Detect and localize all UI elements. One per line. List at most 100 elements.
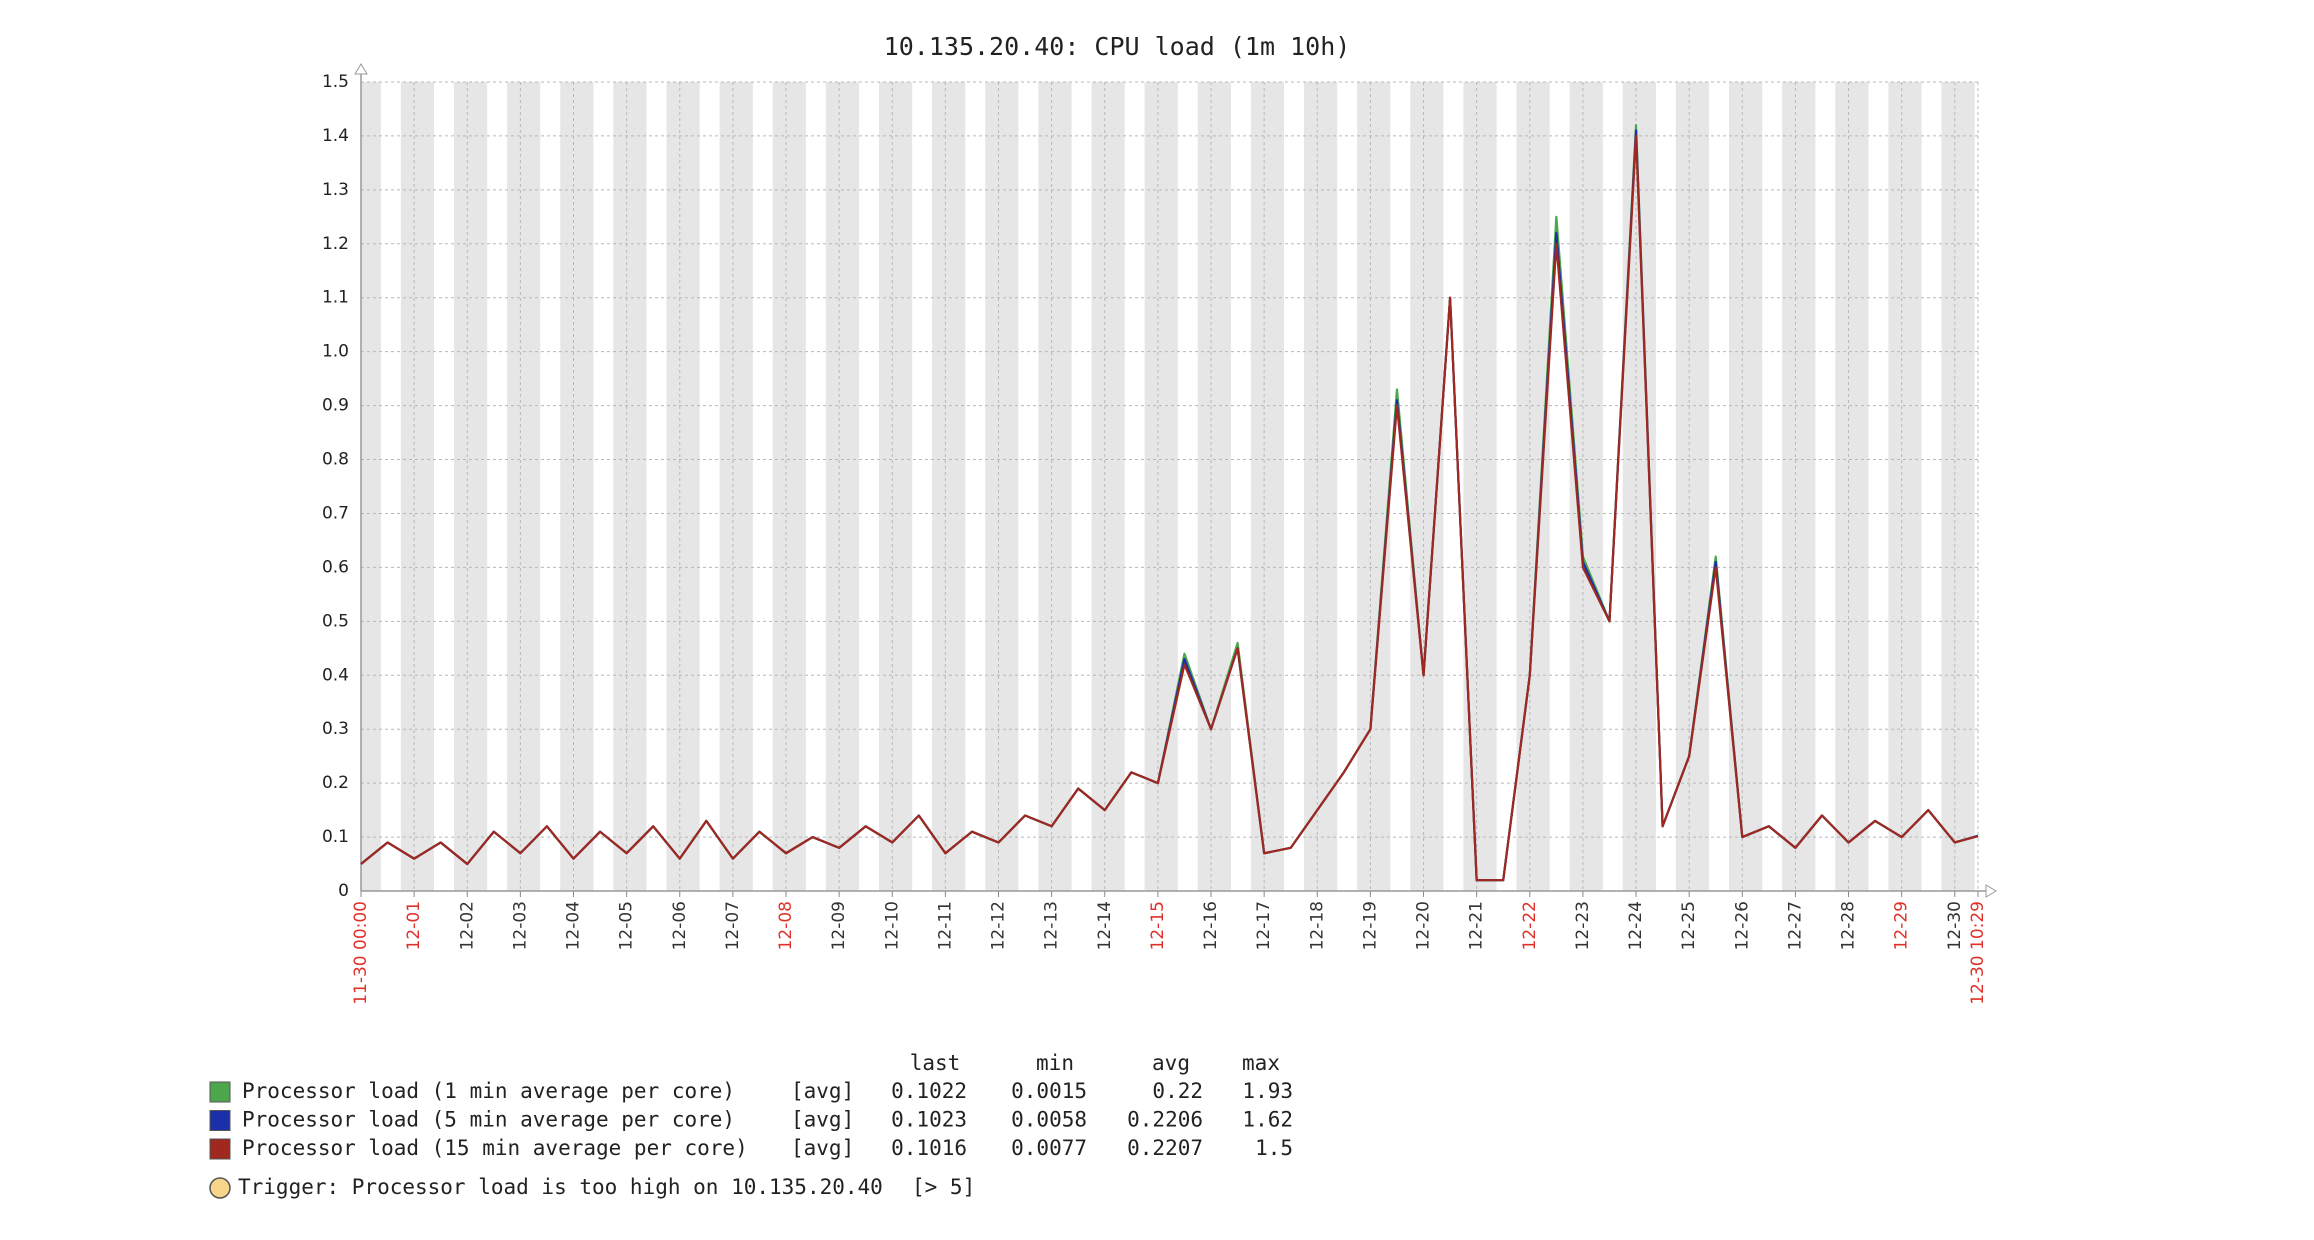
legend-header: max xyxy=(1242,1051,1280,1075)
x-tick-label: 12-30 10:29 xyxy=(1968,901,1988,1005)
x-tick-label: 11-30 00:00 xyxy=(351,901,371,1005)
working-time-band xyxy=(1018,82,1039,891)
working-time-band xyxy=(1549,82,1570,891)
legend-swatch xyxy=(209,1081,231,1103)
working-time-band xyxy=(487,82,508,891)
legend-stat: 1.62 xyxy=(1242,1108,1293,1132)
y-tick-label: 0.4 xyxy=(322,665,349,685)
y-tick-label: 0 xyxy=(338,881,349,901)
y-axis-arrow xyxy=(354,63,368,75)
x-tick-label: 12-21 xyxy=(1467,901,1487,950)
y-tick-label: 1.0 xyxy=(322,342,349,362)
working-time-band xyxy=(380,82,401,891)
working-time-band xyxy=(1868,82,1889,891)
x-tick-label: 12-08 xyxy=(776,901,796,950)
legend-header: avg xyxy=(1152,1051,1190,1075)
x-tick-label: 12-03 xyxy=(510,901,530,950)
legend-label: Processor load (5 min average per core) xyxy=(242,1108,735,1132)
trigger-marker xyxy=(209,1177,231,1199)
legend-stat: 0.0015 xyxy=(1011,1079,1087,1103)
legend-stat: 0.0077 xyxy=(1011,1136,1087,1160)
legend-function: [avg] xyxy=(791,1136,854,1160)
x-tick-label: 12-14 xyxy=(1095,901,1115,950)
y-tick-label: 1.1 xyxy=(322,288,349,308)
y-tick-label: 0.9 xyxy=(322,396,349,416)
legend-header: last xyxy=(910,1051,961,1075)
working-time-band xyxy=(1921,82,1942,891)
working-time-band xyxy=(859,82,879,891)
x-tick-label: 12-27 xyxy=(1785,901,1805,950)
chart-title: 10.135.20.40: CPU load (1m 10h) xyxy=(884,32,1351,61)
legend-header: min xyxy=(1036,1051,1074,1075)
y-tick-label: 0.7 xyxy=(322,503,349,523)
x-tick-label: 12-28 xyxy=(1839,901,1859,950)
working-time-band xyxy=(1709,82,1730,891)
y-tick-label: 0.8 xyxy=(322,450,349,470)
working-time-band xyxy=(699,82,720,891)
legend-label: Processor load (1 min average per core) xyxy=(242,1079,735,1103)
y-tick-label: 1.3 xyxy=(322,180,349,200)
x-tick-label: 12-16 xyxy=(1201,901,1221,950)
x-tick-label: 12-02 xyxy=(457,901,477,950)
working-time-band xyxy=(540,82,561,891)
y-tick-label: 1.2 xyxy=(322,234,349,254)
legend-stat: 0.2206 xyxy=(1127,1108,1203,1132)
x-tick-label: 12-15 xyxy=(1148,901,1168,950)
legend-stat: 1.5 xyxy=(1255,1136,1293,1160)
legend-stat: 0.1022 xyxy=(891,1079,967,1103)
working-time-band xyxy=(646,82,667,891)
working-time-band xyxy=(752,82,773,891)
series-line xyxy=(360,134,1979,882)
legend-stat: 0.2207 xyxy=(1127,1136,1203,1160)
legend-stat: 0.1016 xyxy=(891,1136,967,1160)
working-time-band xyxy=(1124,82,1145,891)
legend-stat: 0.22 xyxy=(1152,1079,1203,1103)
x-tick-label: 12-11 xyxy=(935,901,955,950)
x-tick-label: 12-30 xyxy=(1945,901,1965,950)
working-time-band xyxy=(965,82,986,891)
legend-function: [avg] xyxy=(791,1079,854,1103)
working-time-band xyxy=(805,82,826,891)
x-tick-label: 12-24 xyxy=(1626,901,1646,950)
x-tick-label: 12-18 xyxy=(1307,901,1327,950)
working-time-band xyxy=(1390,82,1411,891)
plot-background xyxy=(361,82,1978,891)
y-tick-label: 1.5 xyxy=(322,72,349,92)
working-time-band xyxy=(1974,82,1978,891)
x-tick-label: 12-06 xyxy=(670,901,690,950)
working-time-band xyxy=(1443,82,1464,891)
legend-function: [avg] xyxy=(791,1108,854,1132)
x-tick-label: 12-01 xyxy=(404,901,424,950)
legend-label: Processor load (15 min average per core) xyxy=(242,1136,748,1160)
trigger-label: Trigger: Processor load is too high on 1… xyxy=(238,1175,883,1199)
working-time-band xyxy=(1655,82,1676,891)
working-time-band xyxy=(1815,82,1836,891)
working-time-band xyxy=(1177,82,1198,891)
working-time-band xyxy=(1284,82,1304,891)
x-tick-label: 12-13 xyxy=(1042,901,1062,950)
y-tick-label: 0.6 xyxy=(322,557,349,577)
y-tick-label: 0.5 xyxy=(322,611,349,631)
y-tick-label: 1.4 xyxy=(322,126,349,146)
x-tick-label: 12-29 xyxy=(1892,901,1912,950)
x-tick-label: 12-09 xyxy=(829,901,849,950)
legend-stat: 0.0058 xyxy=(1011,1108,1087,1132)
legend-stat: 0.1023 xyxy=(891,1108,967,1132)
working-time-band xyxy=(1230,82,1251,891)
x-tick-label: 12-17 xyxy=(1254,901,1274,950)
legend-swatch xyxy=(209,1110,231,1131)
y-tick-label: 0.2 xyxy=(322,773,349,793)
x-tick-label: 12-04 xyxy=(564,901,584,950)
x-tick-label: 12-19 xyxy=(1360,901,1380,950)
working-time-band xyxy=(593,82,614,891)
working-time-band xyxy=(434,82,454,891)
x-tick-label: 12-10 xyxy=(882,901,902,950)
x-tick-label: 12-20 xyxy=(1414,901,1434,950)
trigger-threshold: [> 5] xyxy=(912,1175,975,1199)
working-time-band xyxy=(1602,82,1623,891)
x-tick-label: 12-22 xyxy=(1520,901,1540,950)
x-tick-label: 12-05 xyxy=(617,901,637,950)
x-tick-label: 12-07 xyxy=(723,901,743,950)
